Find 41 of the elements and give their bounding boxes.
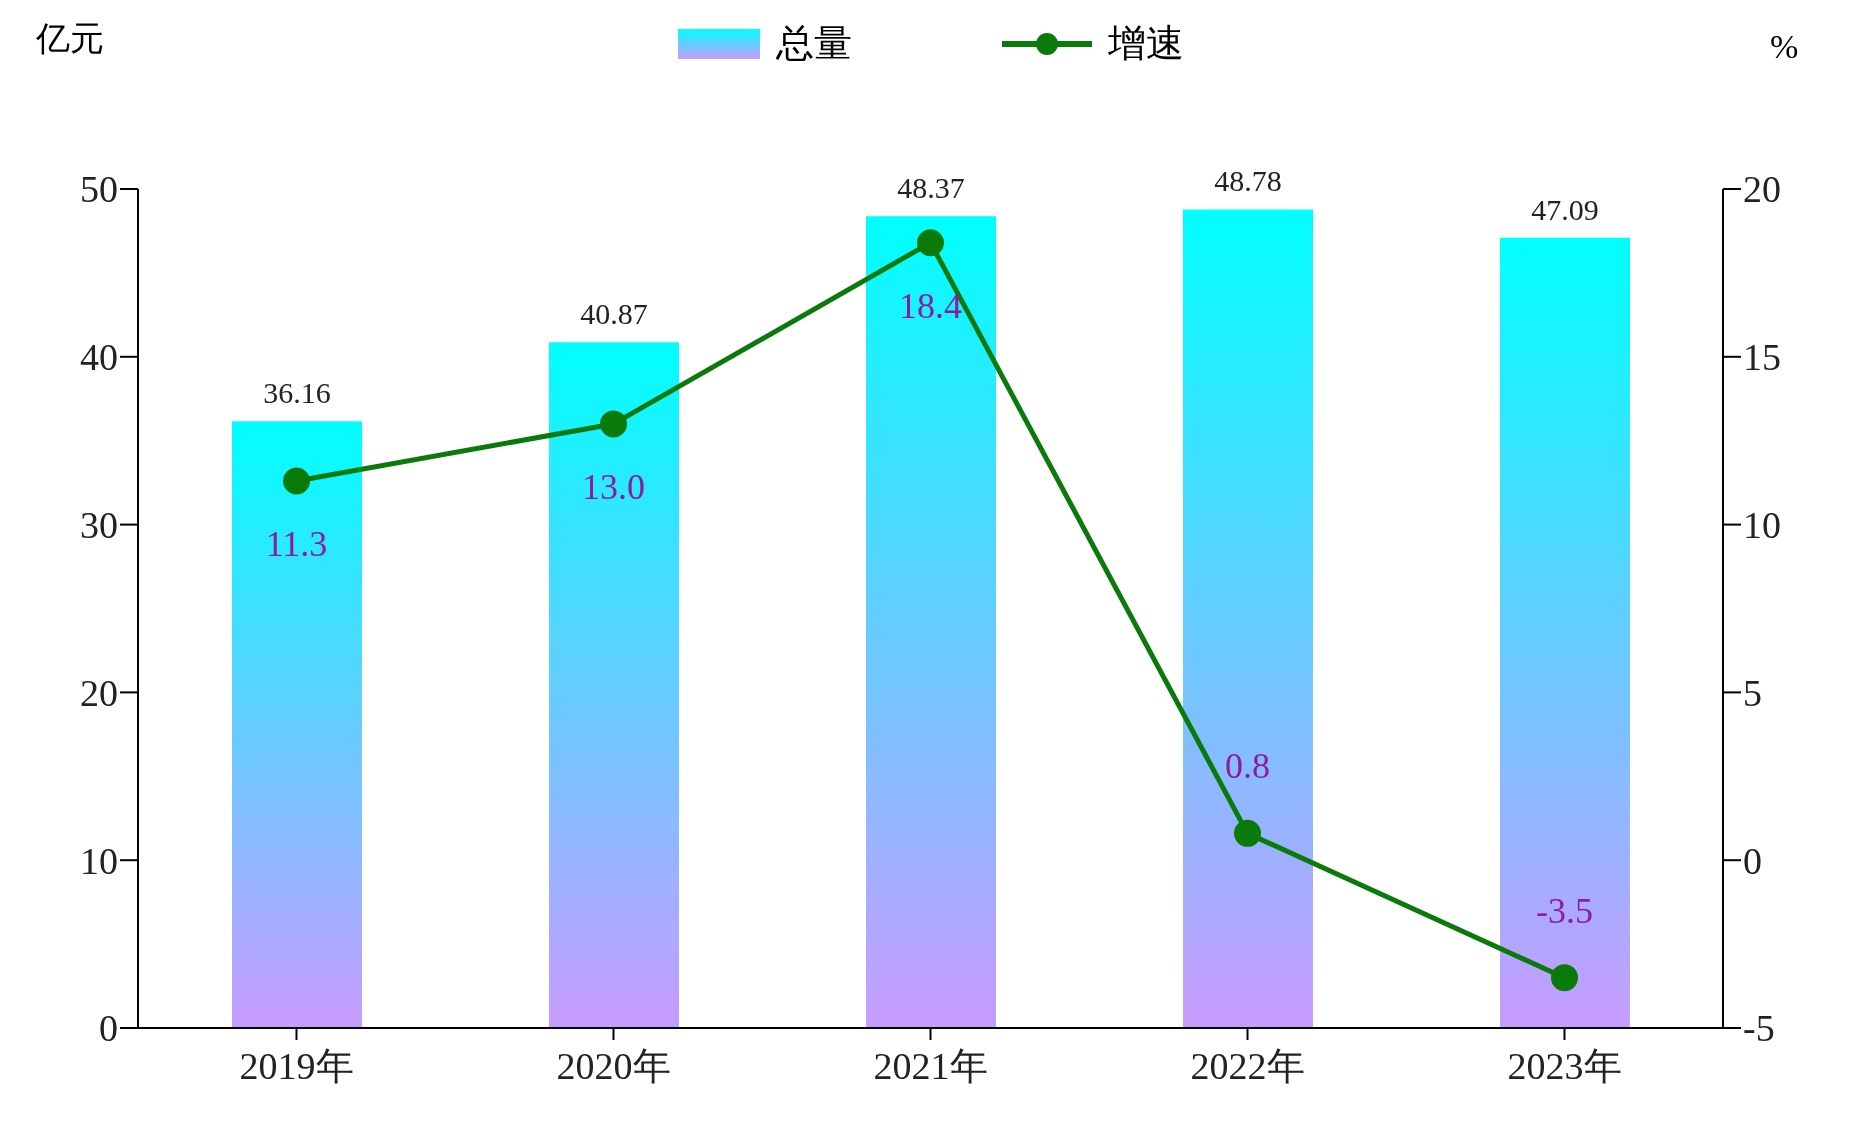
data-label: 0.8 [1225, 746, 1270, 787]
x-tick-label: 2022年 [1190, 1044, 1305, 1087]
legend-label: 增速 [1107, 21, 1184, 66]
data-label: -3.5 [1536, 890, 1593, 931]
x-tick-label: 2019年 [239, 1044, 354, 1087]
y2-tick-label: 15 [1743, 336, 1781, 379]
data-label: 47.09 [1531, 192, 1599, 226]
data-label: 11.3 [265, 523, 328, 564]
point [1551, 964, 1578, 992]
data-label: 40.87 [580, 297, 648, 331]
point [917, 229, 944, 257]
y-tick-label: 30 [80, 504, 118, 547]
data-label: 36.16 [263, 376, 331, 410]
y2-tick-label: 10 [1743, 504, 1781, 547]
y2-axis-title: % [1770, 28, 1799, 66]
data-label: 48.37 [897, 171, 965, 205]
y2-tick-label: 5 [1743, 671, 1762, 714]
y-tick-label: 10 [80, 839, 118, 882]
bar [549, 342, 679, 1028]
data-label: 48.78 [1214, 164, 1282, 198]
bar [866, 216, 996, 1028]
bar [1500, 237, 1630, 1028]
point [600, 410, 627, 438]
bar [232, 421, 362, 1028]
x-tick-label: 2020年 [556, 1044, 671, 1087]
bar [1183, 209, 1313, 1028]
y2-tick-label: 0 [1743, 839, 1762, 882]
data-label: 18.4 [899, 285, 962, 326]
y2-tick-label: 20 [1743, 168, 1781, 211]
y-tick-label: 50 [80, 168, 118, 211]
x-tick-label: 2023年 [1507, 1044, 1622, 1087]
y-axis-title: 亿元 [36, 19, 104, 59]
y-tick-label: 20 [80, 671, 118, 714]
data-label: 13.0 [582, 466, 645, 507]
legend-label: 总量 [775, 21, 852, 66]
point [283, 467, 310, 495]
point [1234, 819, 1261, 847]
x-tick-label: 2021年 [873, 1044, 988, 1087]
y-tick-label: 40 [80, 336, 118, 379]
y-tick-label: 0 [99, 1007, 118, 1050]
y2-tick-label: -5 [1743, 1007, 1775, 1050]
